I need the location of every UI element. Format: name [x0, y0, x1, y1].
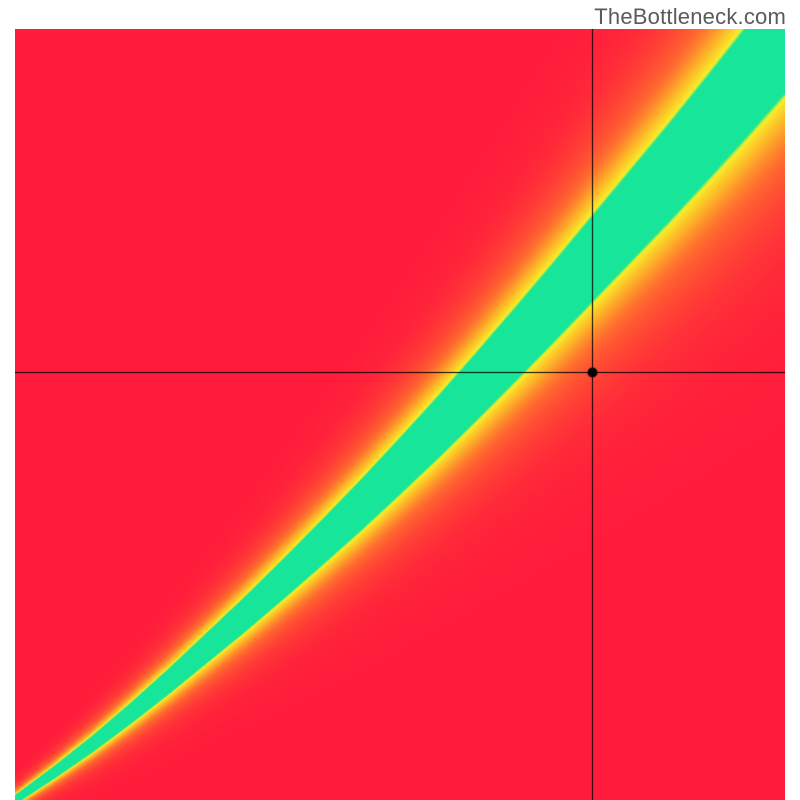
watermark-text: TheBottleneck.com	[594, 4, 786, 30]
chart-container: TheBottleneck.com	[0, 0, 800, 800]
bottleneck-heatmap	[15, 29, 785, 800]
